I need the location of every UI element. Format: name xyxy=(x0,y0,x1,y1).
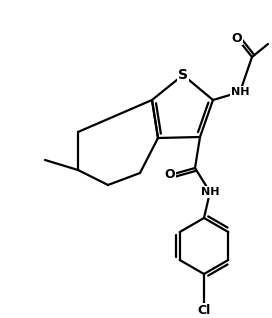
Text: O: O xyxy=(232,31,242,45)
Text: S: S xyxy=(178,68,188,82)
Text: NH: NH xyxy=(201,187,219,197)
Text: NH: NH xyxy=(231,87,249,97)
Text: O: O xyxy=(165,169,175,182)
Text: Cl: Cl xyxy=(197,303,211,316)
